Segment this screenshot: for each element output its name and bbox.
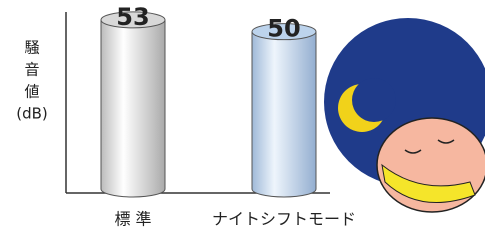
value-label: 50 — [267, 15, 300, 43]
chart: 騒音値 (dB) 53 標 準 50 ナイトシフトモード — [0, 0, 485, 241]
y-axis-label: 値 — [24, 83, 39, 101]
y-axis-label: 音 — [24, 61, 39, 79]
bar — [101, 20, 165, 189]
illustration — [324, 18, 485, 212]
x-tick-label: ナイトシフトモード — [212, 210, 356, 229]
bar — [252, 32, 316, 189]
value-label: 53 — [116, 3, 149, 31]
x-tick-label: 標 準 — [114, 210, 151, 229]
y-axis-label: 騒 — [24, 39, 39, 57]
y-axis-label: (dB) — [16, 105, 48, 123]
page: 騒音値(dB)53標 準50ナイトシフトモード (() => { const d… — [0, 0, 485, 241]
